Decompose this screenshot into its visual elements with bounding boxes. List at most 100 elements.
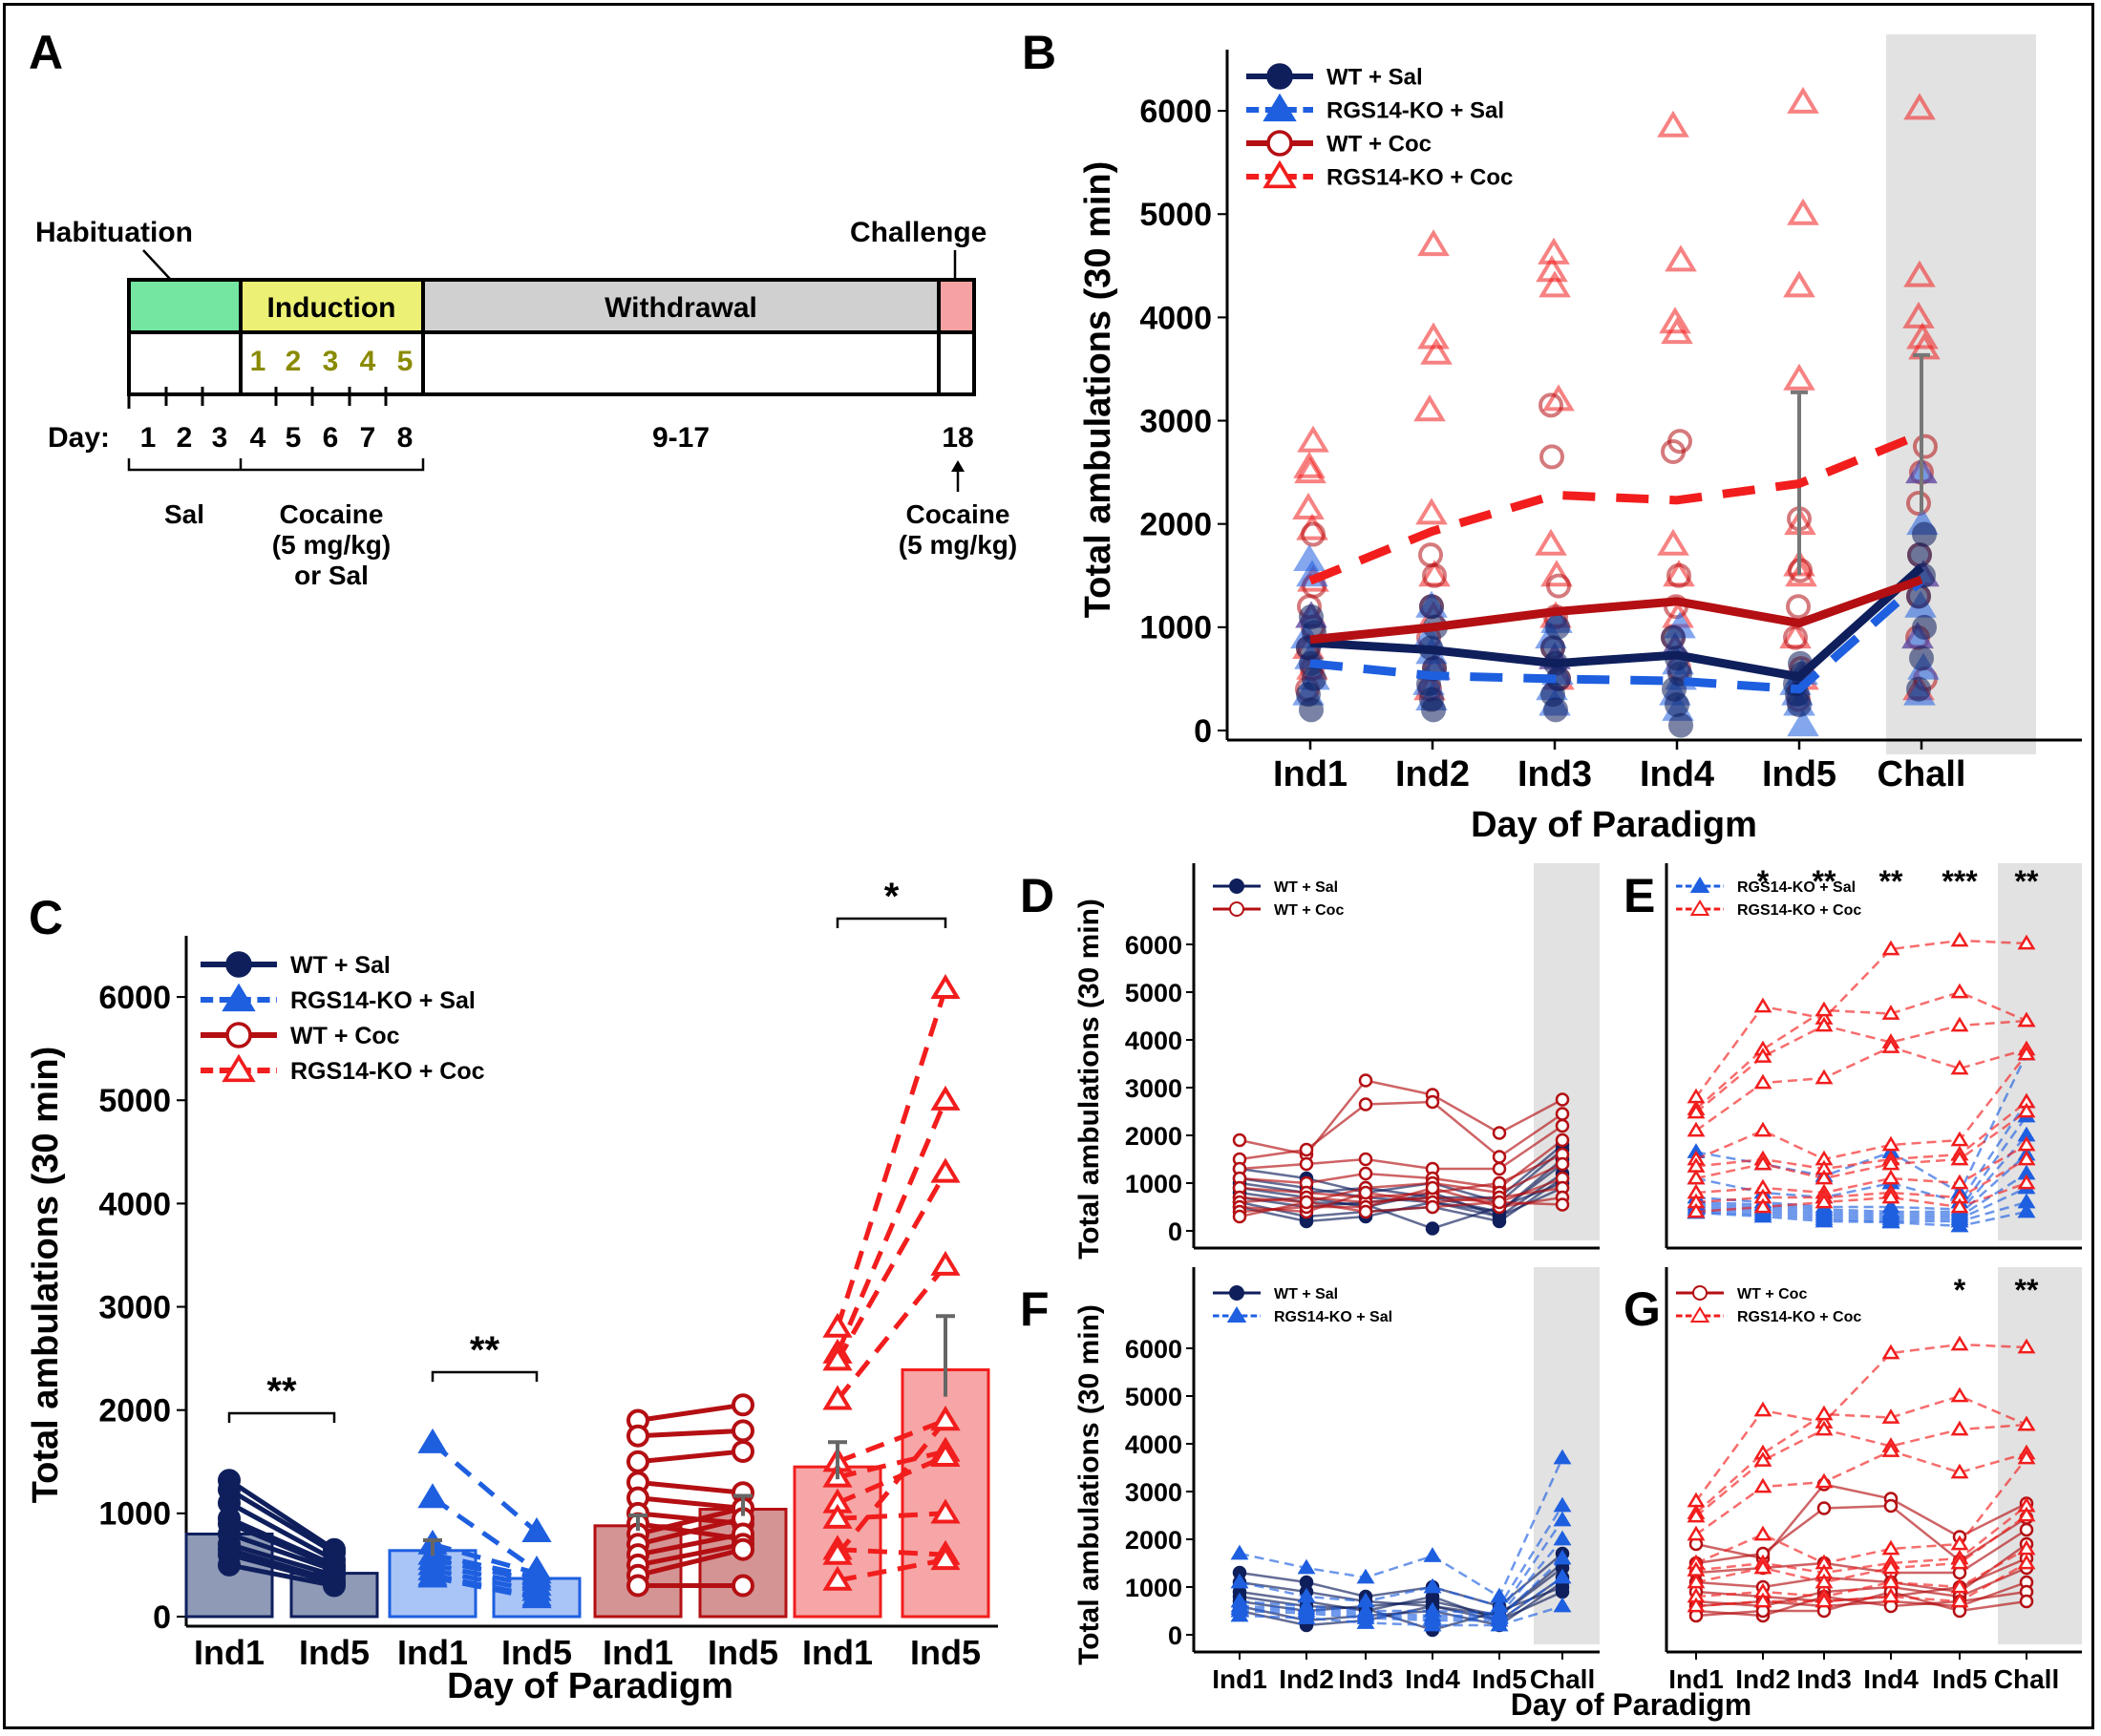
subject-point-wt_coc xyxy=(1555,1156,1570,1172)
paired-line-wt_coc xyxy=(637,1428,744,1439)
paired-point-ko_sal xyxy=(417,1483,448,1509)
legend-marker-wt_coc xyxy=(1266,130,1293,157)
data-point-ko_coc xyxy=(1292,492,1325,519)
data-point-ko_coc xyxy=(1417,322,1450,349)
paired-point-wt_coc xyxy=(626,1574,649,1598)
induction-label: Induction xyxy=(267,292,396,324)
paired-point-ko_sal xyxy=(417,1562,448,1588)
mean-line-wt_coc xyxy=(1309,575,1923,645)
data-point-wt_coc xyxy=(1906,491,1931,517)
data-point-ko_coc xyxy=(1906,322,1939,349)
subject-line-wt_coc xyxy=(1239,1200,1563,1218)
x-tick-label-Ind2: Ind2 xyxy=(1735,1664,1791,1694)
paired-point-wt_coc xyxy=(732,1393,754,1417)
day-number-2: 2 xyxy=(177,422,193,454)
data-point-wt_sal xyxy=(1545,614,1570,640)
significance-label: ** xyxy=(470,1329,500,1371)
data-point-wt_coc xyxy=(1786,594,1811,620)
subject-line-wt_coc xyxy=(1239,1153,1563,1199)
paired-line-ko_sal xyxy=(431,1441,539,1535)
data-point-wt_sal xyxy=(1909,646,1934,671)
induction-day-2: 2 xyxy=(286,346,302,377)
subject-point-ko_coc xyxy=(1950,1535,1969,1551)
significance-label: ** xyxy=(266,1370,297,1412)
data-point-wt_sal xyxy=(1906,676,1931,702)
mean-line-wt_sal xyxy=(1309,563,1925,682)
subject-line-wt_sal xyxy=(1239,1149,1563,1204)
panel-label-g: G xyxy=(1624,1282,1661,1336)
y-tick-label: 2000 xyxy=(1125,1526,1182,1555)
subject-point-ko_coc xyxy=(2017,1102,2036,1118)
paired-line-wt_coc xyxy=(637,1479,744,1495)
paired-point-ko_coc xyxy=(822,1385,853,1410)
induction-day-1: 1 xyxy=(250,346,266,377)
significance-label: *** xyxy=(1942,864,1978,899)
induction-day-4: 4 xyxy=(360,346,376,377)
subject-point-ko_coc xyxy=(1881,1539,1900,1556)
paired-point-ko_coc xyxy=(930,1441,961,1467)
paired-point-ko_coc xyxy=(930,1406,961,1431)
subject-point-wt_coc xyxy=(1883,1498,1899,1514)
subject-point-ko_coc xyxy=(1753,1121,1772,1137)
subject-line-wt_coc xyxy=(1695,1528,2027,1575)
legend-label-wt_sal: WT + Sal xyxy=(1274,879,1338,896)
subject-point-ko_sal xyxy=(1423,1547,1442,1562)
subject-line-ko_coc xyxy=(1695,1450,2027,1536)
panel-b-line-chart: B 0 1000 2000 3000 4000 5000 6000 Ind1 Ind2 Ind3 I… xyxy=(1022,26,2082,845)
subject-point-ko_coc xyxy=(1814,1169,1834,1185)
panel-f-chart: F 0 1000 2000 3000 4000 5000 6000 Ind1 Ind2 Ind3 I… xyxy=(1020,1267,1600,1694)
subject-point-ko_coc xyxy=(1881,1154,1900,1171)
subject-point-ko_sal xyxy=(1553,1568,1572,1584)
subject-point-ko_coc xyxy=(1687,1169,1706,1185)
data-point-ko_coc xyxy=(1415,498,1448,525)
data-point-wt_sal xyxy=(1299,604,1324,630)
paired-line-wt_sal xyxy=(228,1547,335,1583)
subject-point-wt_coc xyxy=(1425,1199,1440,1215)
panel-label-f: F xyxy=(1020,1282,1050,1336)
legend-label-wt_coc: WT + Coc xyxy=(1326,132,1432,158)
subject-point-wt_coc xyxy=(1555,1118,1570,1133)
y-tick-label: 6000 xyxy=(1125,931,1182,960)
subject-point-ko_coc xyxy=(1753,1592,1772,1608)
subject-point-wt_coc xyxy=(1358,1152,1373,1167)
paired-point-ko_sal xyxy=(521,1583,552,1609)
paired-point-ko_sal xyxy=(521,1516,552,1542)
subject-point-ko_coc xyxy=(1814,1405,1834,1421)
data-point-ko_coc xyxy=(1665,244,1697,272)
cocaine-label-2: (5 mg/kg) xyxy=(272,530,391,560)
data-point-ko_sal xyxy=(1787,709,1819,737)
data-point-wt_coc xyxy=(1546,573,1571,599)
subject-line-ko_sal xyxy=(1695,1053,2028,1195)
subject-point-wt_coc xyxy=(1555,1107,1570,1121)
subject-point-ko_coc xyxy=(1881,1573,1900,1589)
data-point-ko_coc xyxy=(1542,384,1575,412)
y-axis-label-d: Total ambulations (30 min) xyxy=(1073,899,1105,1260)
data-point-wt_coc xyxy=(1913,434,1938,459)
paired-line-ko_coc xyxy=(837,1418,946,1465)
challenge-cocaine-1: Cocaine xyxy=(906,499,1010,529)
x-tick-label-Ind2: Ind2 xyxy=(1395,754,1470,794)
subject-point-ko_coc xyxy=(1814,1001,1834,1017)
subject-point-ko_sal xyxy=(2017,1202,2036,1218)
subject-point-ko_coc xyxy=(1753,1048,1772,1063)
subject-point-ko_coc xyxy=(1950,1420,1969,1436)
subject-line-wt_coc xyxy=(1239,1176,1563,1204)
x-tick-label-Ind1: Ind1 xyxy=(1212,1664,1267,1694)
paired-line-ko_coc xyxy=(835,1099,948,1355)
day-number-8: 8 xyxy=(397,422,414,454)
data-point-wt_coc xyxy=(1783,625,1808,650)
subject-point-ko_coc xyxy=(1881,1169,1900,1185)
paired-line-ko_coc xyxy=(837,1454,946,1506)
withdrawal-days: 9-17 xyxy=(652,422,710,454)
paired-line-wt_sal xyxy=(228,1562,335,1589)
paired-line-wt_coc xyxy=(637,1495,744,1511)
subject-line-ko_coc xyxy=(1695,1547,2027,1598)
subject-point-ko_coc xyxy=(2017,1150,2036,1166)
legend-marker-wt_sal xyxy=(1229,879,1244,894)
data-point-wt_sal xyxy=(1912,521,1937,547)
subject-line-ko_coc xyxy=(1695,1505,2027,1575)
y-tick-label: 1000 xyxy=(98,1496,171,1533)
